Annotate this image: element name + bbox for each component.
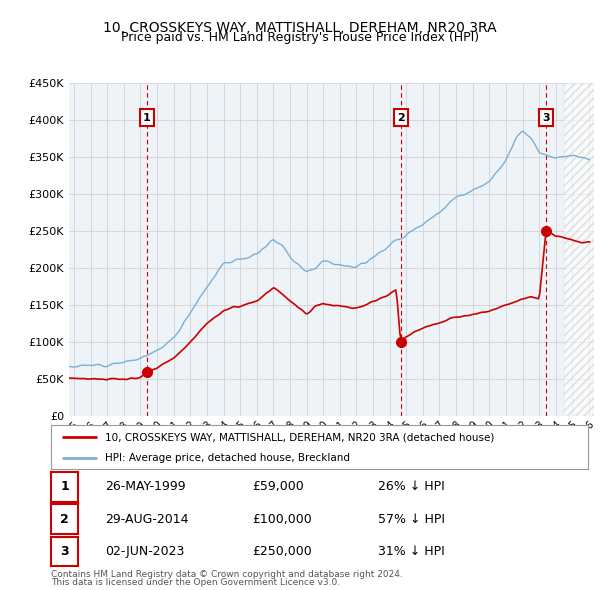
Text: 31% ↓ HPI: 31% ↓ HPI: [378, 545, 445, 558]
Text: HPI: Average price, detached house, Breckland: HPI: Average price, detached house, Brec…: [105, 453, 350, 463]
Text: 3: 3: [542, 113, 550, 123]
Text: 3: 3: [60, 545, 69, 558]
Text: 57% ↓ HPI: 57% ↓ HPI: [378, 513, 445, 526]
Text: 1: 1: [143, 113, 151, 123]
Text: 2: 2: [60, 513, 69, 526]
Text: £100,000: £100,000: [252, 513, 312, 526]
Text: 29-AUG-2014: 29-AUG-2014: [105, 513, 188, 526]
Text: 10, CROSSKEYS WAY, MATTISHALL, DEREHAM, NR20 3RA (detached house): 10, CROSSKEYS WAY, MATTISHALL, DEREHAM, …: [105, 432, 494, 442]
Text: 1: 1: [60, 480, 69, 493]
Text: 26% ↓ HPI: 26% ↓ HPI: [378, 480, 445, 493]
Text: 10, CROSSKEYS WAY, MATTISHALL, DEREHAM, NR20 3RA: 10, CROSSKEYS WAY, MATTISHALL, DEREHAM, …: [103, 21, 497, 35]
Text: 26-MAY-1999: 26-MAY-1999: [105, 480, 185, 493]
Text: £59,000: £59,000: [252, 480, 304, 493]
Text: This data is licensed under the Open Government Licence v3.0.: This data is licensed under the Open Gov…: [51, 578, 340, 587]
Text: Price paid vs. HM Land Registry's House Price Index (HPI): Price paid vs. HM Land Registry's House …: [121, 31, 479, 44]
Text: Contains HM Land Registry data © Crown copyright and database right 2024.: Contains HM Land Registry data © Crown c…: [51, 570, 403, 579]
Text: 2: 2: [397, 113, 404, 123]
Bar: [564, 83, 594, 416]
Text: £250,000: £250,000: [252, 545, 312, 558]
Text: 02-JUN-2023: 02-JUN-2023: [105, 545, 184, 558]
